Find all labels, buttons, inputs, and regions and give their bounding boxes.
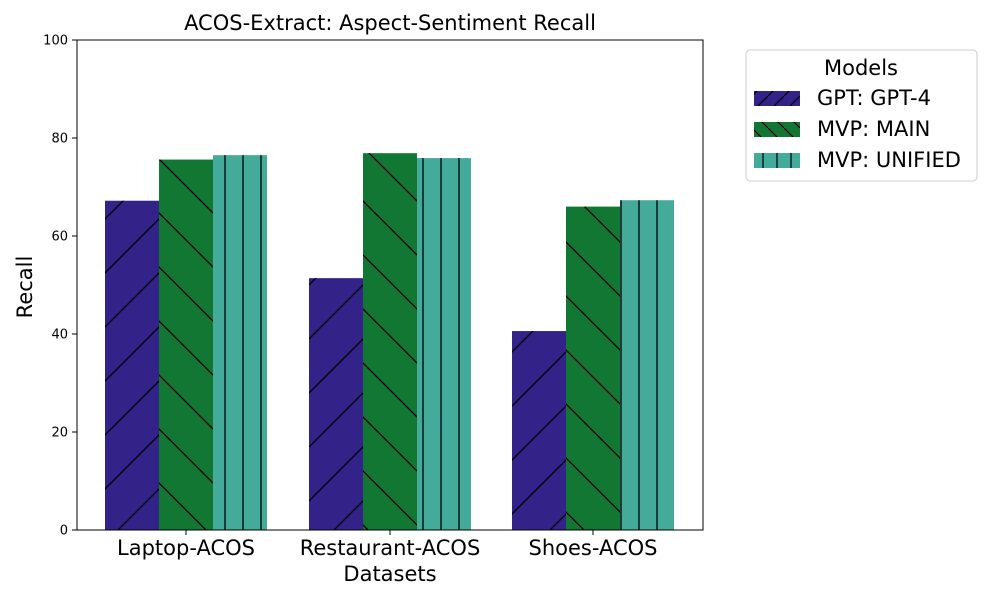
bar-hatch-0-2 <box>512 331 566 530</box>
x-tick-label-0: Laptop-ACOS <box>117 536 255 560</box>
legend-label-0: GPT: GPT-4 <box>817 86 931 110</box>
bar-hatch-2-0 <box>213 155 267 530</box>
bar-hatch-1-2 <box>566 206 620 530</box>
legend-label-1: MVP: MAIN <box>817 117 930 141</box>
legend-label-2: MVP: UNIFIED <box>817 148 961 172</box>
legend-swatch-hatch-0 <box>754 91 800 106</box>
bar-hatch-0-1 <box>309 278 363 530</box>
legend-swatch-hatch-1 <box>754 122 800 137</box>
bar-hatch-0-0 <box>105 200 159 530</box>
x-axis: Laptop-ACOS Restaurant-ACOS Shoes-ACOS <box>117 530 657 560</box>
bar-hatch-1-1 <box>363 153 417 530</box>
legend: Models GPT: GPT-4 MVP: MAIN MVP: UNIFIED <box>745 49 978 182</box>
bar-hatch-2-2 <box>620 200 674 531</box>
x-axis-label: Datasets <box>343 562 436 586</box>
bar-hatch-1-0 <box>159 159 213 530</box>
y-tick-label-3: 60 <box>51 230 68 245</box>
y-tick-label-0: 0 <box>60 524 68 539</box>
y-tick-label-4: 80 <box>51 132 68 147</box>
legend-frame <box>745 49 978 182</box>
x-tick-label-1: Restaurant-ACOS <box>300 536 481 560</box>
bar-hatch-2-1 <box>417 158 471 530</box>
bars-group <box>105 153 674 531</box>
x-tick-label-2: Shoes-ACOS <box>529 536 658 560</box>
plot-frame <box>76 39 704 531</box>
legend-swatch-hatch-2 <box>754 153 800 168</box>
y-tick-label-1: 20 <box>51 426 68 441</box>
chart-title: ACOS-Extract: Aspect-Sentiment Recall <box>184 11 596 35</box>
y-axis: 0 20 40 60 80 100 <box>43 34 77 539</box>
y-tick-label-5: 100 <box>43 34 68 49</box>
y-tick-label-2: 40 <box>51 328 68 343</box>
y-axis-label: Recall <box>13 256 37 319</box>
legend-title: Models <box>824 56 898 80</box>
